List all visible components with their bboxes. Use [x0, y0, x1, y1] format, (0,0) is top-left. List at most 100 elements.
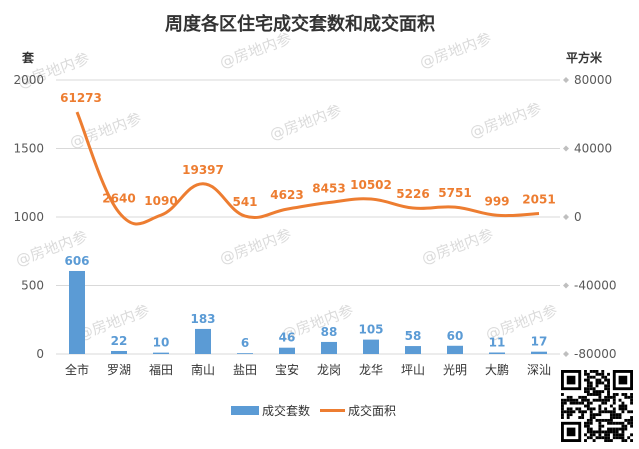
qr-module — [589, 427, 593, 431]
qr-module — [601, 418, 605, 422]
qr-module — [604, 433, 608, 437]
qr-module — [589, 384, 593, 388]
qr-module — [569, 413, 573, 417]
qr-module — [581, 395, 585, 399]
bar-data-label: 606 — [64, 254, 89, 268]
bar-data-label: 22 — [111, 334, 128, 348]
qr-module — [630, 398, 633, 402]
qr-module — [601, 390, 605, 394]
qr-module — [569, 407, 573, 411]
right-axis-unit: 平方米 — [566, 50, 603, 65]
qr-module — [630, 401, 633, 405]
qr-module — [621, 424, 625, 428]
qr-module — [595, 393, 599, 396]
line-data-label: 8453 — [312, 182, 345, 196]
qr-module — [618, 413, 622, 417]
legend-line-label: 成交面积 — [348, 403, 396, 418]
qr-module — [586, 387, 590, 391]
qr-module — [624, 393, 628, 396]
qr-module — [618, 433, 622, 437]
qr-module — [561, 401, 564, 405]
qr-module — [566, 398, 570, 402]
qr-module — [586, 430, 590, 434]
qr-module — [561, 413, 564, 417]
qr-module — [609, 430, 613, 434]
qr-module — [598, 378, 602, 382]
qr-module — [584, 395, 587, 399]
qr-module — [592, 387, 596, 391]
qr-module — [604, 430, 608, 434]
qr-module — [584, 390, 587, 394]
qr-module — [607, 433, 610, 437]
qr-module — [612, 413, 616, 417]
category-label: 深汕 — [527, 363, 551, 377]
qr-module — [607, 378, 610, 382]
qr-module — [621, 410, 625, 414]
qr-module — [604, 384, 608, 388]
qr-module — [630, 395, 633, 399]
qr-module — [612, 427, 616, 431]
qr-module — [612, 416, 616, 419]
qr-module — [621, 430, 625, 434]
bar-data-label: 46 — [279, 331, 296, 345]
qr-module — [595, 381, 599, 385]
qr-module — [621, 393, 625, 396]
qr-module — [618, 421, 622, 425]
left-tick-label: 2000 — [13, 73, 44, 87]
qr-module — [581, 401, 585, 405]
qr-module — [586, 436, 590, 440]
qr-module — [589, 436, 593, 440]
qr-module — [627, 421, 631, 425]
qr-module — [615, 430, 619, 434]
bar — [447, 345, 463, 354]
qr-module — [621, 427, 625, 431]
right-tick-label: 80000 — [574, 73, 612, 87]
qr-module — [607, 395, 610, 399]
qr-module — [618, 404, 622, 408]
bar — [279, 347, 295, 354]
qr-module — [581, 416, 585, 419]
left-tick-label: 1000 — [13, 210, 44, 224]
qr-module — [589, 421, 593, 425]
watermark-text: @房地内参 — [419, 225, 496, 268]
qr-module — [598, 436, 602, 440]
qr-module — [609, 413, 613, 417]
category-label: 龙华 — [359, 363, 383, 377]
qr-module — [627, 410, 631, 414]
qr-module — [592, 370, 596, 373]
qr-module — [598, 410, 602, 414]
qr-module — [621, 439, 625, 442]
qr-module — [598, 395, 602, 399]
qr-module — [612, 410, 616, 414]
qr-module — [598, 421, 602, 425]
left-tick-label: 1500 — [13, 142, 44, 156]
qr-module — [584, 424, 587, 428]
watermark-text: @房地内参 — [217, 225, 294, 268]
qr-module — [598, 430, 602, 434]
left-axis-unit: 套 — [21, 50, 35, 65]
qr-module — [581, 398, 585, 402]
qr-code-image — [561, 370, 633, 442]
qr-module — [592, 439, 596, 442]
qr-module — [607, 381, 610, 385]
right-tick-marker — [563, 77, 569, 83]
watermark-text: @房地内参 — [417, 29, 494, 72]
qr-module — [630, 393, 633, 396]
qr-module — [621, 433, 625, 437]
qr-module — [609, 410, 613, 414]
qr-module — [618, 407, 622, 411]
right-tick-label: -80000 — [574, 347, 617, 361]
qr-module — [618, 416, 622, 419]
qr-module — [589, 370, 593, 373]
qr-module — [592, 390, 596, 394]
qr-module — [624, 427, 628, 431]
qr-module — [589, 418, 593, 422]
qr-module — [592, 398, 596, 402]
qr-module — [609, 427, 613, 431]
watermark-text: @房地内参 — [217, 29, 294, 72]
bar-series — [69, 270, 547, 354]
left-tick-label: 0 — [36, 347, 44, 361]
qr-module — [589, 387, 593, 391]
qr-module — [615, 421, 619, 425]
qr-module — [592, 433, 596, 437]
